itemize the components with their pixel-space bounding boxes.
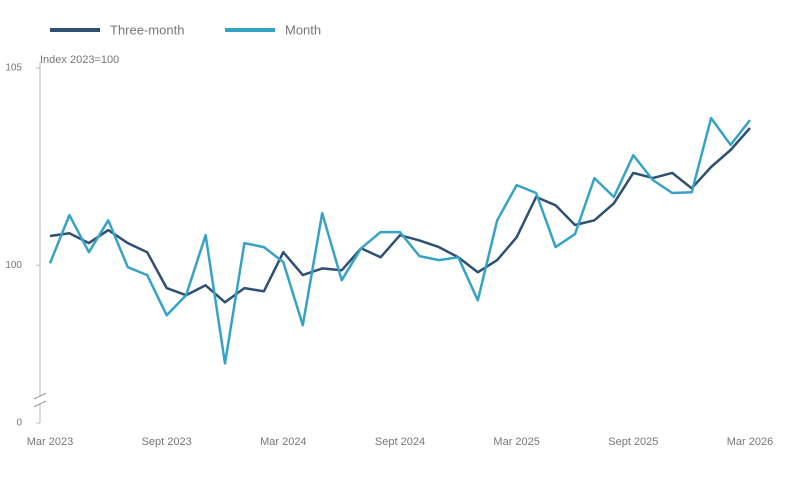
y-tick-label: 100 [5,260,22,271]
x-tick-label: Sept 2025 [608,436,658,448]
x-tick-label: Mar 2023 [27,436,73,448]
y-tick-label: 105 [5,63,22,74]
series-line [48,116,751,365]
x-tick-label: Mar 2024 [260,436,306,448]
y-axis-label: Index 2023=100 [40,54,119,66]
x-tick-label: Sept 2024 [375,436,425,448]
legend-label: Month [285,22,321,37]
x-tick-label: Mar 2025 [493,436,539,448]
series-line [49,127,751,304]
legend-label: Three-month [110,22,184,37]
x-tick-label: Mar 2026 [727,436,773,448]
axis-break [33,400,47,408]
y-tick-label: 0 [16,418,22,429]
x-tick-label: Sept 2023 [142,436,192,448]
axis-break [33,392,47,400]
